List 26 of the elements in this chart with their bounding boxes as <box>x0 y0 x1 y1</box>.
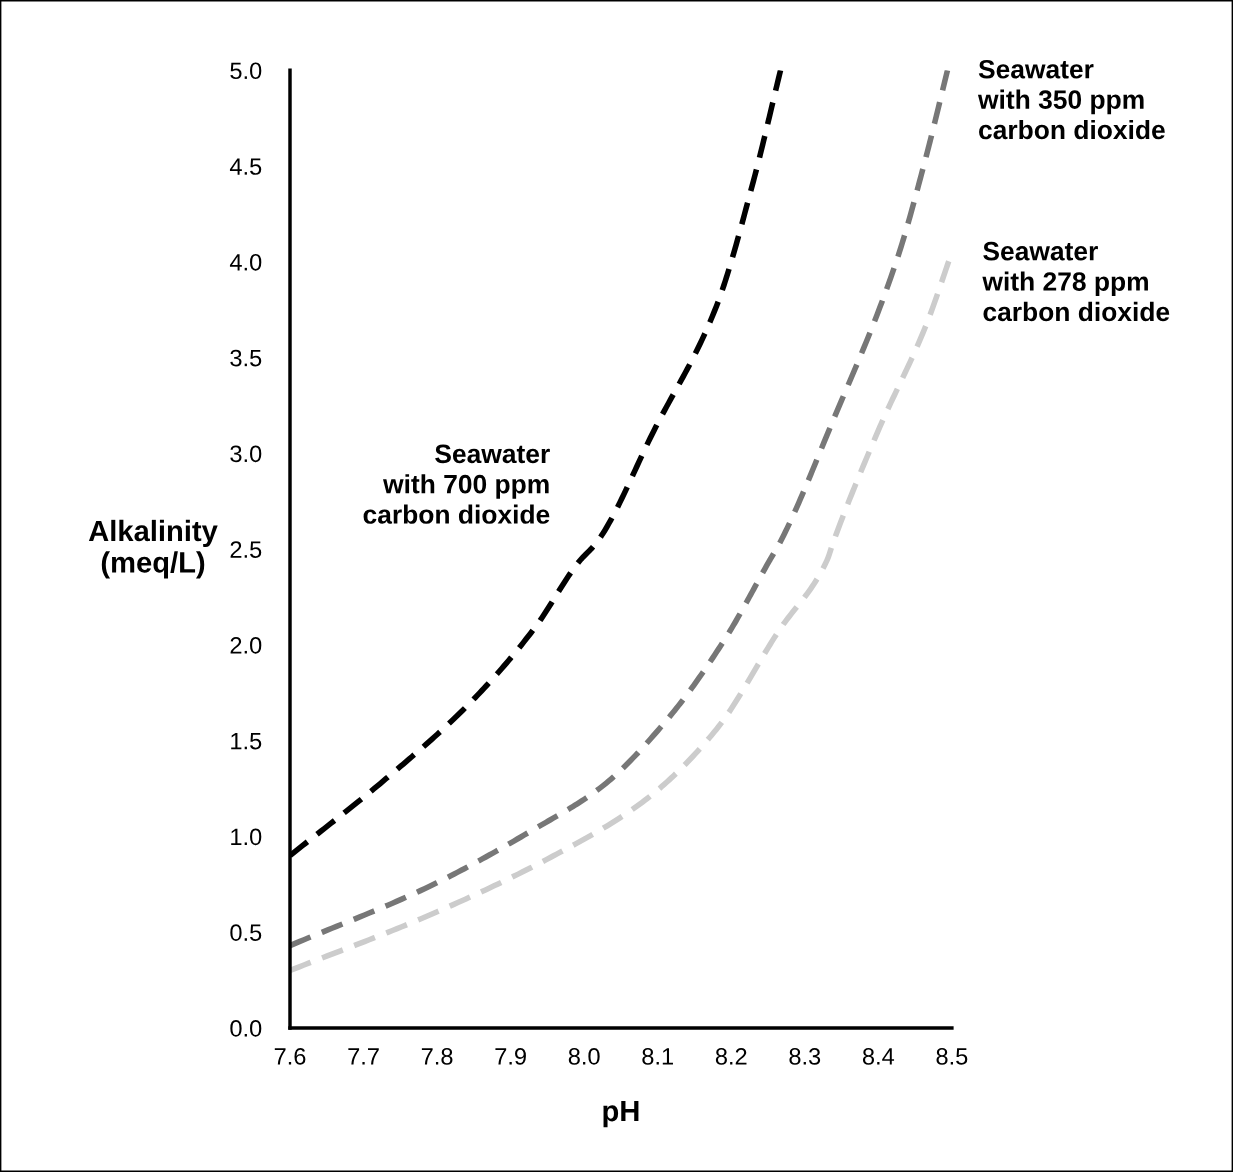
y-tick-label: 1.0 <box>231 828 262 846</box>
y-tick-label: 4.5 <box>229 158 262 175</box>
y-tick-label: 1.5 <box>231 732 262 750</box>
y-tick-label: 4.0 <box>229 253 262 271</box>
x-tick-label: 8.0 <box>568 1048 600 1065</box>
x-tick-label: 7.9 <box>495 1048 526 1065</box>
x-tick-label: 7.6 <box>274 1048 306 1065</box>
y-tick-label: 0.0 <box>230 1020 262 1037</box>
x-tick-label: 8.5 <box>936 1048 968 1065</box>
x-tick-label: 8.4 <box>862 1048 895 1065</box>
x-tick-label: 7.7 <box>348 1048 379 1065</box>
series-label: Seawater with 278 ppm carbon dioxide <box>982 241 1170 322</box>
x-tick-label: 8.2 <box>715 1048 747 1065</box>
x-axis-title: pH <box>603 1101 639 1128</box>
series-label: Seawater with 700 ppm carbon dioxide <box>363 444 550 524</box>
x-tick-label: 7.8 <box>421 1048 453 1065</box>
y-tick-label: 3.5 <box>230 349 262 367</box>
y-tick-label: 3.0 <box>230 445 262 463</box>
y-tick-label: 2.5 <box>230 541 262 558</box>
y-tick-label: 0.5 <box>230 924 262 941</box>
x-tick-label: 8.1 <box>642 1048 673 1065</box>
y-axis-title: Alkalinity (meq/L) <box>88 519 218 579</box>
y-tick-label: 5.0 <box>230 62 262 80</box>
x-tick-label: 8.3 <box>789 1048 821 1065</box>
series-label: Seawater with 350 ppm carbon dioxide <box>977 59 1165 140</box>
y-tick-label: 2.0 <box>230 636 262 654</box>
